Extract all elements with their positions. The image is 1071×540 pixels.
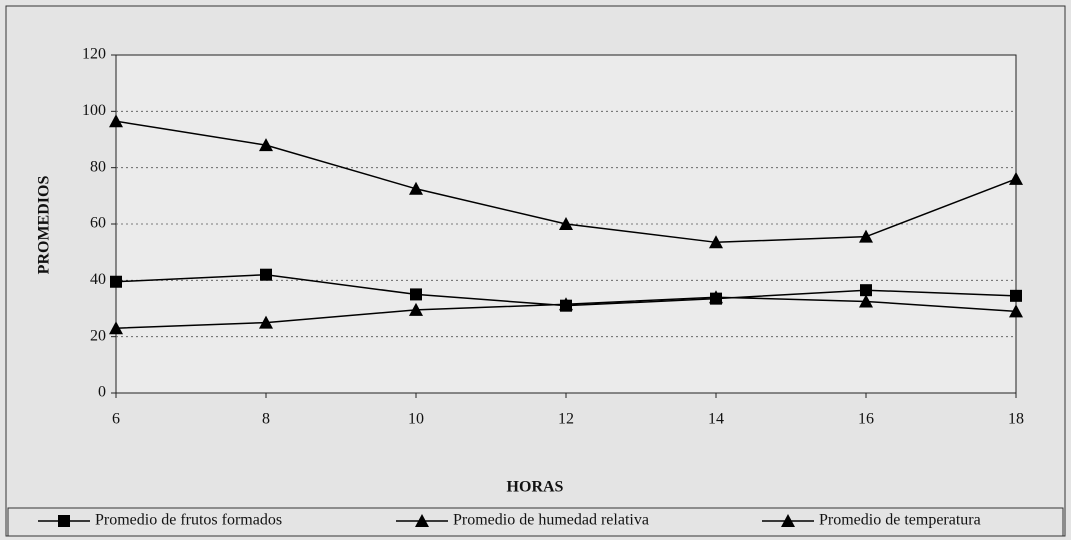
x-tick-label: 6 bbox=[112, 411, 120, 428]
y-tick-label: 40 bbox=[90, 271, 106, 288]
legend-label: Promedio de humedad relativa bbox=[453, 512, 649, 529]
marker-triangle bbox=[109, 321, 123, 335]
x-tick-label: 10 bbox=[408, 411, 424, 428]
y-axis-label: PROMEDIOS bbox=[36, 176, 53, 275]
legend-label: Promedio de temperatura bbox=[819, 512, 981, 529]
marker-triangle bbox=[559, 217, 573, 230]
marker-square bbox=[110, 275, 122, 288]
x-tick-label: 12 bbox=[558, 411, 574, 428]
marker-triangle bbox=[409, 181, 423, 195]
legend-box bbox=[7, 507, 1064, 537]
marker-square bbox=[410, 288, 422, 301]
y-tick-label: 20 bbox=[90, 327, 106, 344]
marker-triangle bbox=[259, 315, 273, 329]
marker-triangle bbox=[859, 229, 873, 243]
marker-triangle bbox=[781, 514, 795, 527]
marker-square bbox=[58, 515, 70, 527]
marker-triangle bbox=[709, 235, 723, 249]
marker-square bbox=[260, 268, 272, 281]
legend-label: Promedio de frutos formados bbox=[95, 512, 282, 529]
marker-triangle bbox=[1009, 171, 1023, 185]
y-tick-label: 60 bbox=[90, 215, 106, 232]
marker-triangle bbox=[259, 138, 273, 152]
y-tick-label: 80 bbox=[90, 158, 106, 175]
y-tick-label: 120 bbox=[82, 46, 106, 63]
y-tick-label: 0 bbox=[98, 384, 106, 401]
marker-triangle bbox=[109, 114, 123, 128]
x-tick-label: 14 bbox=[708, 411, 724, 428]
y-tick-label: 100 bbox=[82, 102, 106, 119]
x-tick-label: 18 bbox=[1008, 411, 1024, 428]
marker-triangle bbox=[415, 514, 429, 527]
marker-square bbox=[860, 284, 872, 297]
x-axis-label: HORAS bbox=[507, 479, 564, 496]
marker-triangle bbox=[559, 297, 573, 311]
marker-triangle bbox=[709, 290, 723, 304]
x-tick-label: 16 bbox=[858, 411, 874, 428]
marker-triangle bbox=[859, 294, 873, 308]
marker-square bbox=[1010, 289, 1022, 302]
marker-triangle bbox=[409, 302, 423, 316]
x-tick-label: 8 bbox=[262, 411, 270, 428]
marker-triangle bbox=[1009, 304, 1023, 318]
